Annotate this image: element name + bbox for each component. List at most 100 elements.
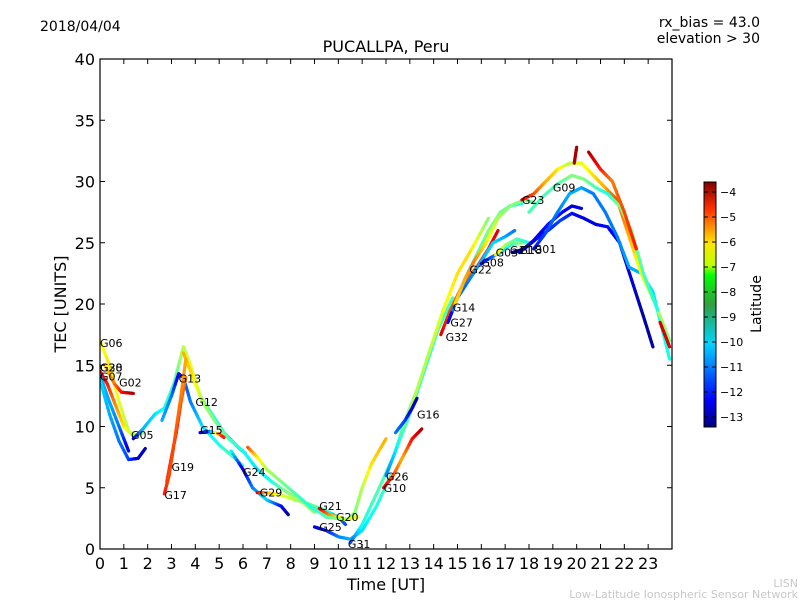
satellite-label: G20 <box>336 511 359 524</box>
x-tick-label: 7 <box>262 554 272 573</box>
x-tick-label: 3 <box>166 554 176 573</box>
track-segment <box>139 431 145 435</box>
x-tick-label: 5 <box>214 554 224 573</box>
track-segment <box>653 302 660 312</box>
satellite-track-g27 <box>446 228 517 324</box>
x-tick-label: 18 <box>519 554 539 573</box>
org-long: Low-Latitude Ionospheric Sensor Network <box>569 588 798 600</box>
y-tick-label: 15 <box>75 356 95 375</box>
colorbar <box>703 181 717 428</box>
y-tick-label: 30 <box>75 173 95 192</box>
x-tick-label: 10 <box>328 554 348 573</box>
track-segment <box>665 333 672 343</box>
satellite-track-g17 <box>162 357 188 496</box>
x-tick-label: 14 <box>423 554 443 573</box>
satellite-label: G03 <box>496 247 519 260</box>
satellite-track-g03 <box>494 237 531 257</box>
track-segment <box>382 437 388 445</box>
track-segment <box>665 346 672 361</box>
satellite-label: G29 <box>260 487 283 500</box>
colorbar-tick-label: −13 <box>720 411 743 424</box>
track-segment <box>142 446 147 452</box>
date-label: 2018/04/04 <box>40 19 121 35</box>
x-tick-label: 22 <box>614 554 634 573</box>
satellite-label: G10 <box>384 482 407 495</box>
colorbar-tick-label: −5 <box>720 211 736 224</box>
org-short: LISN <box>773 577 798 590</box>
satellite-label: G02 <box>119 376 142 389</box>
satellite-label: G25 <box>319 521 342 534</box>
rx-bias-label: rx_bias = 43.0 <box>659 15 760 31</box>
satellite-track-g26 <box>384 216 491 478</box>
elevation-label: elevation > 30 <box>657 31 760 47</box>
x-axis-label: Time [UT] <box>346 575 425 594</box>
colorbar-tick-label: −12 <box>720 386 743 399</box>
satellite-track-g05b <box>658 320 672 349</box>
track-segment <box>418 427 424 433</box>
satellite-label: G16 <box>417 408 440 421</box>
track-segment <box>632 241 638 251</box>
satellite-label: G11 <box>510 244 533 257</box>
satellite-label: G12 <box>195 396 218 409</box>
track-segment <box>662 335 669 350</box>
x-tick-label: 0 <box>95 554 105 573</box>
track-segment <box>666 341 672 349</box>
satellite-label: G24 <box>243 466 266 479</box>
y-tick-label: 35 <box>75 111 95 130</box>
x-tick-label: 20 <box>566 554 586 573</box>
colorbar-ticks: −4 −5 −6 −7 −8 −9 −10 −11 −12 −13 <box>704 186 743 424</box>
satellite-track-g10 <box>382 427 424 490</box>
track-segment <box>183 357 188 367</box>
satellite-label: G19 <box>172 461 195 474</box>
satellite-track-g20 <box>246 445 359 522</box>
x-tick-label: 11 <box>352 554 372 573</box>
satellite-track-g23b <box>572 145 579 165</box>
satellite-label: G27 <box>450 316 473 329</box>
x-tick-label: 9 <box>309 554 319 573</box>
satellite-track-g16 <box>393 396 419 435</box>
satellite-label: G17 <box>164 489 187 502</box>
y-tick-label: 10 <box>75 418 95 437</box>
track-segment <box>125 445 131 453</box>
satellite-track-g07 <box>100 378 147 462</box>
track-segment <box>221 435 226 440</box>
track-segment <box>183 375 188 384</box>
x-tick-label: 19 <box>543 554 563 573</box>
satellite-track-g02 <box>103 363 135 396</box>
y-axis: 0 5 10 15 20 25 30 35 40 <box>75 50 672 559</box>
y-tick-label: 25 <box>75 234 95 253</box>
y-tick-label: 0 <box>85 540 95 559</box>
satellite-label: G18 <box>519 244 542 257</box>
y-axis-label: TEC [UNITS] <box>51 256 70 354</box>
chart-title: PUCALLPA, Peru <box>323 37 450 56</box>
x-tick-label: 12 <box>376 554 396 573</box>
track-segment <box>511 228 517 234</box>
satellite-label: G05 <box>131 429 154 442</box>
colorbar-tick-label: −11 <box>720 361 743 374</box>
x-tick-label: 15 <box>447 554 467 573</box>
satellite-label: G01 <box>534 243 557 256</box>
x-tick-label: 21 <box>590 554 610 573</box>
satellite-label: G23 <box>522 194 545 207</box>
x-tick-label: 8 <box>286 554 296 573</box>
x-tick-label: 16 <box>471 554 491 573</box>
x-tick-label: 1 <box>119 554 129 573</box>
satellite-track-g22 <box>453 198 538 306</box>
x-tick-label: 6 <box>238 554 248 573</box>
satellite-label: G15 <box>200 424 223 437</box>
x-axis: 0 1 2 3 4 5 6 7 8 9 10 11 12 13 14 15 16 17 18 19 20 21 22 23 <box>95 59 658 573</box>
y-tick-label: 5 <box>85 479 95 498</box>
satellite-label: G08 <box>481 256 504 269</box>
x-tick-label: 13 <box>400 554 420 573</box>
x-tick-label: 2 <box>143 554 153 573</box>
colorbar-tick-label: −8 <box>720 286 736 299</box>
track-segment <box>414 396 419 402</box>
colorbar-tick-label: −10 <box>720 336 743 349</box>
colorbar-tick-label: −7 <box>720 261 736 274</box>
satellite-label: G31 <box>348 538 371 551</box>
colorbar-label: Latitude <box>749 275 765 333</box>
satellite-label: G28 <box>100 362 123 375</box>
satellite-label: G32 <box>446 331 469 344</box>
